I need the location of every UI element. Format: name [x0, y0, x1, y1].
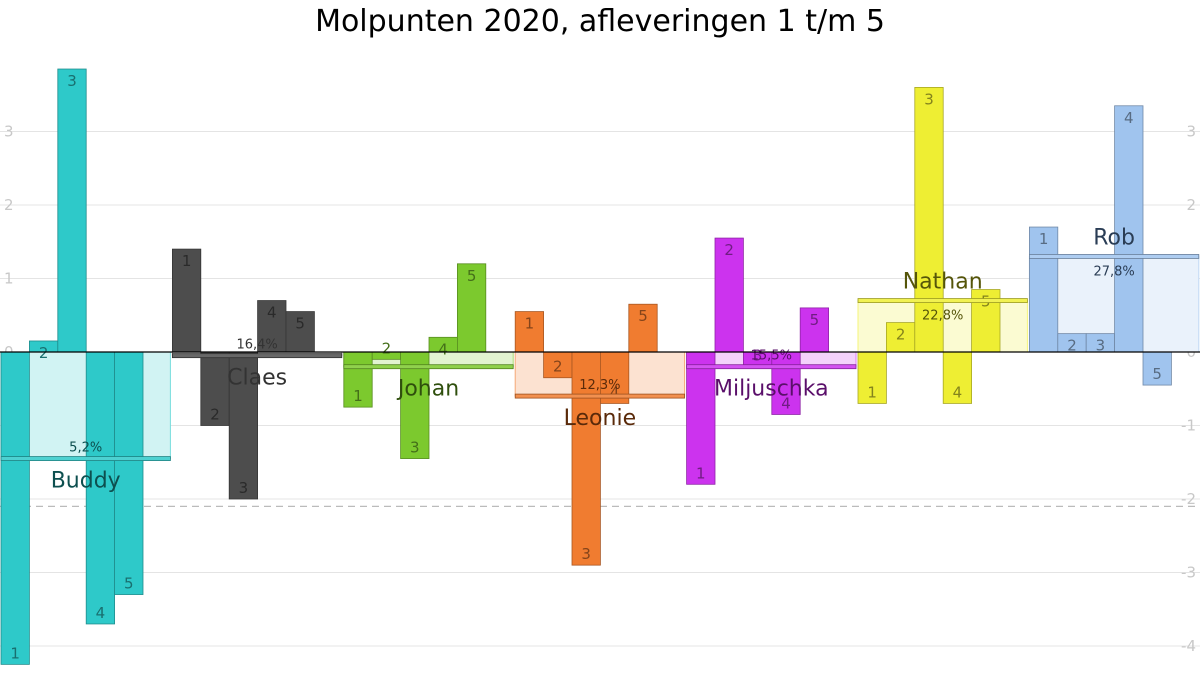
bar-label: 5	[810, 311, 820, 329]
bar-label: 1	[353, 387, 363, 405]
bar	[857, 351, 887, 404]
y-tick-label-left: 3	[4, 123, 14, 141]
bar-label: 3	[1096, 337, 1106, 355]
bar-label: 3	[753, 347, 763, 365]
percentage-label: 16,4%	[236, 338, 277, 353]
bar-label: 1	[10, 644, 20, 662]
bar-label: 1	[525, 315, 535, 333]
y-tick-label-right: -1	[1181, 417, 1196, 435]
bar	[0, 351, 30, 665]
chart-title: Molpunten 2020, afleveringen 1 t/m 5	[315, 4, 885, 39]
bar-label: 5	[638, 307, 648, 325]
series-name-label: Rob	[1093, 225, 1135, 250]
bar	[799, 307, 830, 353]
bar	[85, 351, 115, 625]
bar-label: 2	[724, 241, 734, 259]
bar-label: 4	[438, 340, 448, 358]
bar	[514, 311, 545, 353]
bar	[114, 351, 144, 595]
y-tick-label-right: 3	[1186, 123, 1196, 141]
bar-label: 3	[67, 72, 77, 90]
bar-label: 5	[467, 267, 477, 285]
bar-label: 2	[1067, 337, 1077, 355]
bar	[257, 300, 287, 353]
bar	[1114, 105, 1144, 353]
percentage-label: 5,2%	[69, 441, 102, 456]
bar-label: 4	[1124, 109, 1134, 127]
bar	[771, 351, 801, 415]
bar	[571, 351, 601, 566]
average-line	[343, 364, 514, 370]
bar-label: 3	[924, 90, 934, 108]
percentage-label: 15,5%	[751, 349, 792, 364]
bar-label: 4	[267, 304, 277, 322]
bar-label: 4	[781, 394, 791, 412]
series-name-label: Nathan	[903, 270, 983, 295]
average-line	[1029, 254, 1200, 259]
series-name-label: Buddy	[51, 469, 121, 494]
y-tick-label-right: 2	[1186, 196, 1196, 214]
bar-label: 1	[1039, 230, 1049, 248]
bar-label: 5	[1152, 365, 1162, 383]
series-name-label: Johan	[396, 377, 459, 402]
y-tick-label-left: 2	[4, 196, 14, 214]
bar-label: 3	[581, 545, 591, 563]
bar-label: 1	[867, 383, 877, 401]
percentage-label: 27,8%	[1093, 264, 1134, 279]
y-tick-label-right: -4	[1181, 637, 1196, 655]
bar	[228, 351, 258, 500]
bar	[400, 351, 430, 459]
series-name-label: Miljuschka	[714, 377, 829, 402]
bar-label: 5	[295, 315, 305, 333]
bar-label: 2	[39, 344, 49, 362]
series-name-label: Claes	[227, 366, 287, 391]
bar-label: 2	[382, 339, 392, 357]
bar-label: 4	[96, 604, 106, 622]
bar	[686, 351, 716, 485]
bar	[57, 68, 87, 353]
percentage-label: 12,3%	[579, 378, 620, 393]
y-tick-label-right: -2	[1181, 490, 1196, 508]
percentage-label: 22,8%	[922, 309, 963, 324]
bar-label: 3	[239, 479, 249, 497]
bar-label: 4	[953, 383, 963, 401]
bar-label: 3	[410, 439, 420, 457]
bar-label: 2	[553, 358, 563, 376]
bar	[914, 87, 944, 353]
bar	[714, 237, 744, 353]
average-line	[686, 364, 857, 370]
bar	[886, 322, 916, 353]
average-line	[0, 456, 171, 461]
bar-label: 1	[182, 252, 192, 270]
bar	[1142, 351, 1172, 386]
bar-label: 2	[896, 326, 906, 344]
average-line	[514, 393, 686, 399]
series-name-label: Leonie	[564, 406, 636, 431]
average-line	[171, 353, 343, 359]
bar-label: 4	[610, 383, 620, 401]
bar-label: 5	[124, 575, 134, 593]
y-tick-label-right: -3	[1181, 564, 1196, 582]
bar	[543, 351, 573, 379]
average-line	[857, 298, 1028, 303]
bar	[1029, 226, 1059, 353]
bar-label: 1	[696, 464, 706, 482]
bar	[200, 351, 230, 426]
y-tick-label-left: 1	[4, 270, 14, 288]
bar-label: 2	[210, 406, 220, 424]
